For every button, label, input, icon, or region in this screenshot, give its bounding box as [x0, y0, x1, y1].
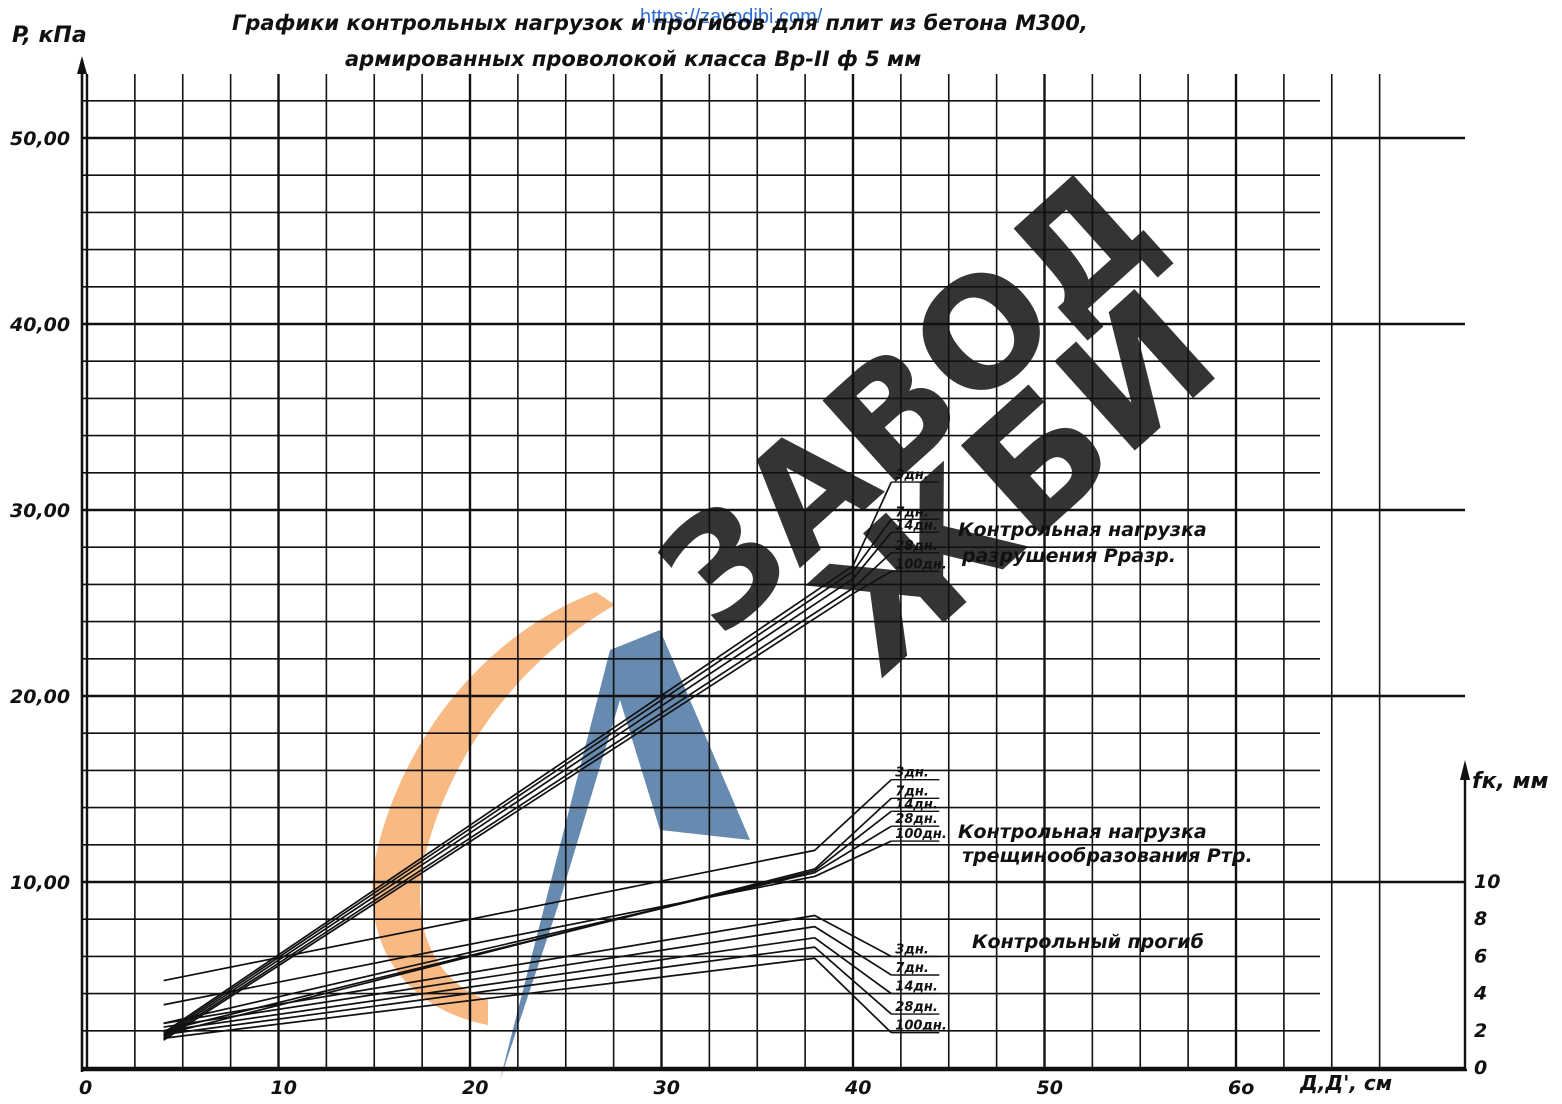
series-line	[163, 925, 892, 1028]
series-line	[163, 914, 892, 1025]
right-tick-label: 10	[1474, 871, 1500, 893]
series-line	[163, 779, 892, 982]
right-axis-label: fк, мм	[1472, 769, 1549, 794]
group-caption-line-1: Контрольная нагрузка	[958, 821, 1207, 843]
series-age-label: 14дн.	[895, 980, 938, 995]
x-tick-label: 40	[844, 1077, 871, 1099]
group-caption-line-2: разрушения Рразр.	[961, 545, 1176, 567]
series-age-label: 14дн.	[895, 518, 938, 533]
series-age-label: 3дн.	[895, 468, 928, 483]
series-line	[163, 481, 893, 1034]
y-tick-label: 20,00	[10, 686, 70, 708]
series-line	[163, 840, 892, 1006]
x-axis-label: Д,Д', см	[1299, 1071, 1392, 1095]
chart-title-line-1: Графики контрольных нагрузок и прогибов …	[232, 11, 1088, 35]
chart-labels: 100дн.28дн.14дн.7дн.3дн.Контрольная нагр…	[895, 468, 1252, 1034]
y-tick-label: 40,00	[9, 314, 70, 336]
chart-axes: 0 10 20 30 40 50 6о 10,00 20,00 30,00 40,00 50,00 0 2…	[9, 56, 1500, 1099]
series-age-label: 100дн.	[895, 827, 947, 842]
series-line	[163, 810, 892, 1032]
x-tick-label: 30	[654, 1077, 680, 1099]
series-age-label: 100дн.	[895, 1019, 947, 1034]
right-tick-label: 6	[1474, 945, 1487, 967]
watermark-blue-shape	[500, 630, 750, 1080]
series-age-label: 3дн.	[895, 766, 928, 781]
chart-series	[163, 481, 940, 1041]
series-age-label: 7дн.	[895, 784, 928, 799]
group-caption-line-2: трещинообразования Ртр.	[962, 845, 1253, 867]
series-line	[163, 518, 892, 1036]
series-line	[163, 531, 892, 1038]
series-age-label: 28дн.	[895, 812, 938, 827]
y-axis-arrow	[77, 56, 87, 74]
right-tick-label: 2	[1474, 1020, 1487, 1042]
series-line	[163, 936, 892, 1032]
y-axis-label: P, кПа	[12, 23, 87, 48]
series-age-label: 28дн.	[895, 1000, 938, 1015]
series-age-label: 14дн.	[895, 797, 938, 812]
x-tick-label: 50	[1037, 1077, 1063, 1099]
series-age-label: 7дн.	[895, 961, 928, 976]
series-line	[163, 825, 892, 1025]
right-tick-label: 0	[1474, 1057, 1487, 1079]
x-tick-label: 0	[79, 1077, 92, 1099]
source-link[interactable]: https://zavodjbi.com/	[640, 6, 823, 28]
y-tick-label: 50,00	[10, 128, 70, 150]
right-tick-label: 4	[1473, 983, 1487, 1005]
x-tick-label: 6о	[1228, 1077, 1254, 1099]
x-tick-label: 10	[271, 1077, 297, 1099]
series-line	[163, 946, 892, 1036]
group-caption-line-1: Контрольная нагрузка	[958, 519, 1207, 541]
y-tick-label: 10,00	[10, 872, 70, 894]
series-line	[163, 797, 892, 1036]
watermark-orange-arc	[372, 592, 615, 1025]
group-caption-line-1: Контрольный прогиб	[972, 931, 1204, 953]
chart-title-line-2: армированных проволокой класса Вр-II ф 5…	[345, 47, 921, 71]
series-age-label: 3дн.	[895, 942, 928, 957]
series-line	[163, 552, 892, 1039]
right-tick-label: 8	[1474, 908, 1487, 930]
y-tick-label: 30,00	[10, 500, 70, 522]
chart-grid	[82, 74, 1465, 1070]
series-line	[163, 570, 892, 1041]
series-age-label: 7дн.	[895, 505, 928, 520]
series-line	[163, 957, 892, 1040]
x-tick-label: 20	[462, 1077, 488, 1099]
right-axis-arrow	[1460, 760, 1470, 780]
series-age-label: 100дн.	[895, 557, 947, 572]
series-age-label: 28дн.	[895, 539, 938, 554]
